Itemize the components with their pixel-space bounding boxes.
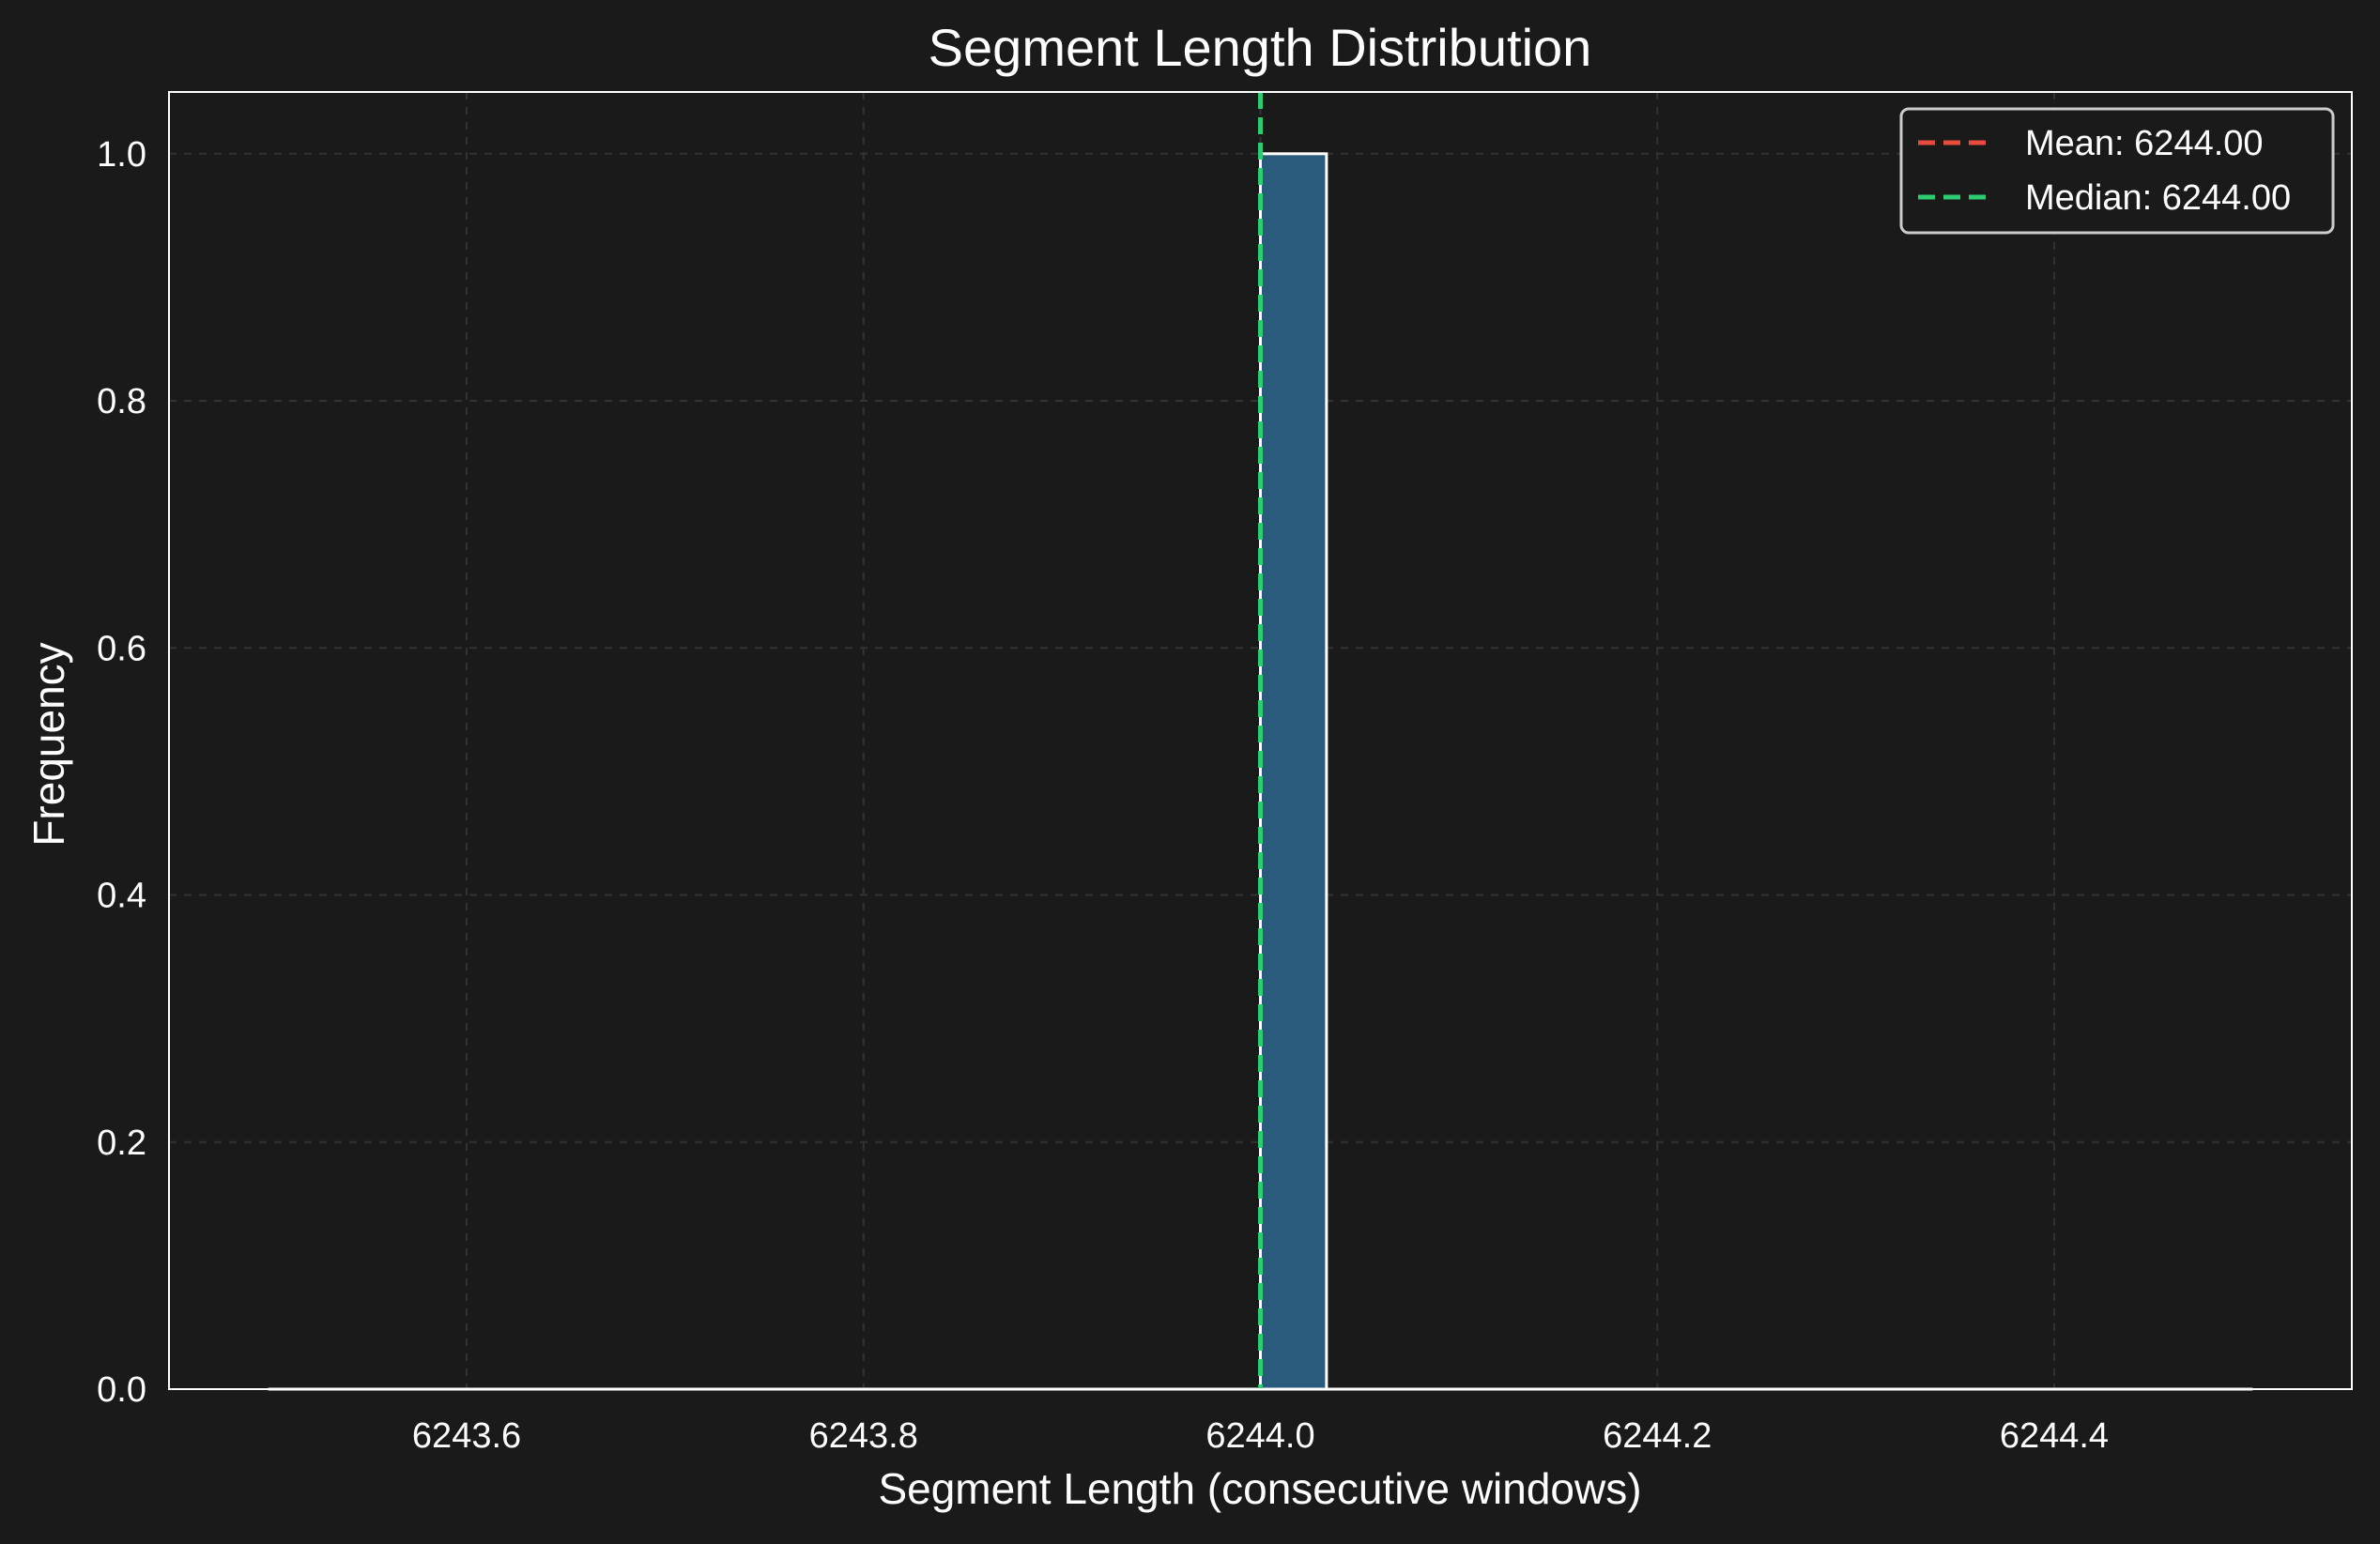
y-tick-label: 0.2 [97,1124,146,1163]
legend-box [1899,107,2335,235]
x-tick-label: 6244.2 [1603,1416,1712,1456]
x-tick-label: 6244.0 [1205,1416,1314,1456]
y-tick-label: 0.8 [97,382,146,421]
y-tick-label: 1.0 [97,135,146,175]
x-axis-label: Segment Length (consecutive windows) [878,1464,1641,1513]
y-axis-label: Frequency [24,642,73,846]
legend-entry-label: Median: 6244.00 [2025,178,2291,218]
y-tick-label: 0.0 [97,1370,146,1410]
plot-area: 6243.6 6243.8 6244.0 6244.2 6244.4 0.0 0.2 0.4 0… [97,91,2353,1456]
x-tick-label: 6243.8 [809,1416,918,1456]
axes-frame [168,91,2353,1390]
x-tick-label: 6244.4 [2000,1416,2109,1456]
y-tick-label: 0.4 [97,877,146,916]
legend: Mean: 6244.00 Median: 6244.00 [1899,107,2335,235]
chart-title: Segment Length Distribution [929,18,1592,77]
y-tick-label: 0.6 [97,629,146,668]
legend-entry-label: Mean: 6244.00 [2025,124,2264,163]
histogram-bar [1259,152,1328,1391]
x-tick-label: 6243.6 [412,1416,521,1456]
